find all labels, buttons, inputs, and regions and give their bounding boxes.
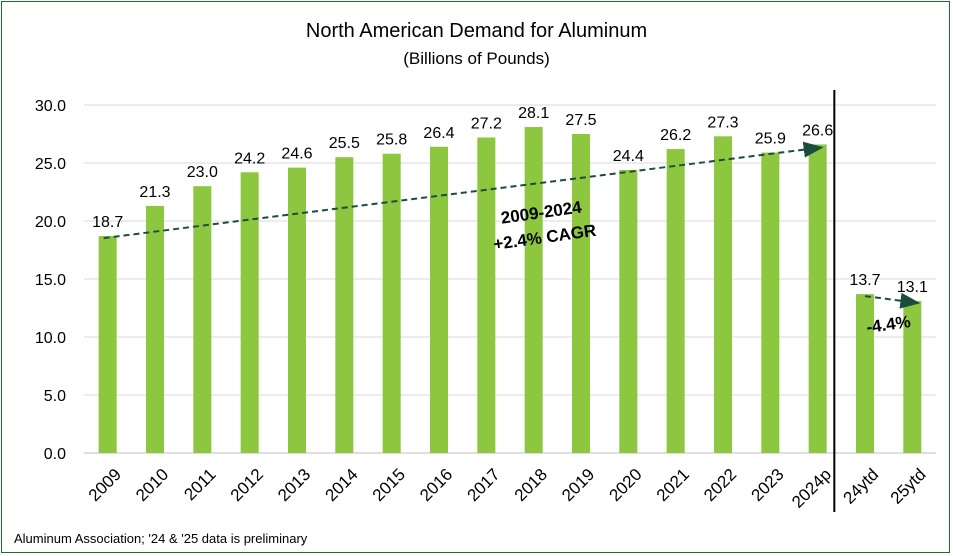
y-tick-label: 0.0 [44, 446, 66, 463]
data-label: 28.1 [518, 105, 549, 122]
x-tick-label: 25ytd [887, 465, 930, 508]
ytd-trend-arrow [864, 292, 921, 309]
chart-subtitle: (Billions of Pounds) [403, 49, 550, 68]
y-tick-label: 10.0 [35, 330, 66, 347]
x-tick-label: 2020 [605, 465, 645, 505]
bar [430, 146, 448, 453]
x-tick-label: 2013 [274, 465, 314, 505]
x-tick-label: 2022 [700, 465, 740, 505]
data-label: 24.2 [234, 150, 265, 167]
bar [382, 153, 401, 453]
x-tick-label: 2023 [747, 465, 787, 505]
x-tick-label: 2019 [558, 465, 598, 505]
y-tick-label: 25.0 [35, 156, 66, 173]
y-tick-label: 15.0 [35, 272, 66, 289]
data-label: 27.3 [707, 114, 738, 131]
bar [808, 144, 827, 453]
x-tick-label: 2018 [511, 465, 551, 505]
y-tick-label: 5.0 [44, 388, 66, 405]
data-label: 26.2 [660, 127, 691, 144]
x-tick-label: 2016 [416, 465, 456, 505]
x-tick-label: 2010 [132, 465, 172, 505]
bar [98, 236, 117, 453]
x-tick-label: 24ytd [839, 465, 882, 508]
data-label: 25.8 [376, 132, 407, 149]
data-label: 26.4 [423, 125, 454, 142]
data-label: 25.5 [329, 135, 360, 152]
x-tick-label: 2009 [85, 465, 125, 505]
data-label: 21.3 [139, 184, 170, 201]
x-tick-label: 2012 [227, 465, 267, 505]
x-tick-label: 2011 [180, 465, 219, 504]
data-label: 24.6 [281, 146, 312, 163]
bar [572, 134, 590, 453]
y-tick-label: 30.0 [35, 98, 66, 115]
data-label: 26.6 [802, 122, 833, 139]
bar [903, 301, 922, 453]
data-label: 18.7 [92, 214, 123, 231]
x-tick-label: 2014 [321, 465, 361, 505]
bar [335, 157, 354, 453]
cagr-trend-arrow [103, 141, 824, 240]
data-label: 23.0 [187, 164, 218, 181]
data-label: 27.2 [471, 115, 502, 132]
bar [193, 186, 212, 453]
x-tick-label: 2021 [653, 465, 693, 505]
data-label: 13.1 [897, 279, 928, 296]
x-tick-label: 2017 [463, 465, 503, 505]
bar [714, 136, 732, 453]
bar [524, 127, 543, 453]
x-tick-label: 2015 [369, 465, 409, 505]
data-label: 27.5 [565, 112, 596, 129]
bar [856, 294, 874, 453]
x-tick-label: 2024p [788, 465, 835, 512]
data-label: 13.7 [849, 272, 880, 289]
bar [761, 152, 780, 453]
source-note: Aluminum Association; '24 & '25 data is … [14, 531, 308, 546]
data-label: 25.9 [755, 131, 786, 148]
y-tick-label: 20.0 [35, 214, 66, 231]
chart-title: North American Demand for Aluminum [305, 20, 648, 42]
bar [619, 169, 638, 453]
bar [146, 205, 164, 453]
bar [666, 149, 685, 453]
bar [477, 137, 496, 454]
bar [240, 172, 259, 453]
data-label: 24.4 [613, 148, 644, 165]
bar [288, 167, 306, 453]
